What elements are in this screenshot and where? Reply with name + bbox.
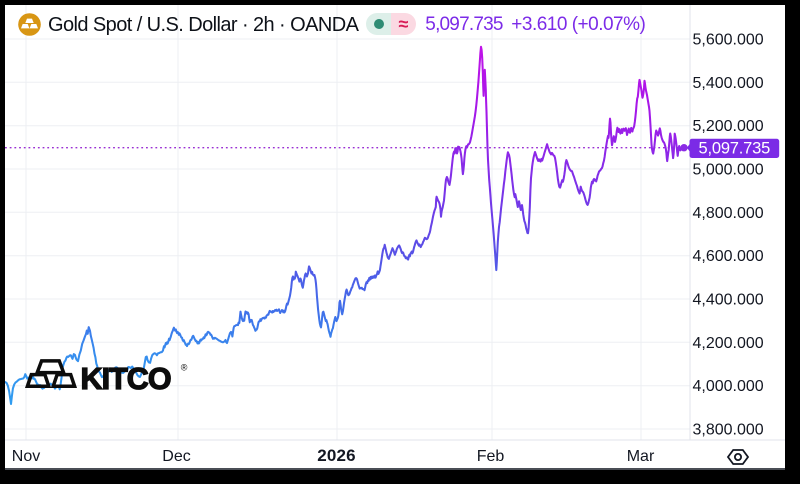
svg-text:3,800.000: 3,800.000 — [693, 422, 764, 439]
svg-text:Nov: Nov — [12, 448, 40, 465]
svg-text:Mar: Mar — [627, 448, 655, 465]
svg-text:®: ® — [181, 363, 188, 373]
svg-text:5,600.000: 5,600.000 — [693, 32, 764, 49]
svg-text:5,000.000: 5,000.000 — [693, 162, 764, 179]
svg-text:4,800.000: 4,800.000 — [693, 205, 764, 222]
svg-text:5,400.000: 5,400.000 — [693, 75, 764, 92]
svg-text:5,200.000: 5,200.000 — [693, 118, 764, 135]
svg-text:4,000.000: 4,000.000 — [693, 378, 764, 395]
svg-text:4,600.000: 4,600.000 — [693, 248, 764, 265]
svg-text:5,097.735: 5,097.735 — [698, 139, 770, 157]
svg-text:2026: 2026 — [317, 446, 356, 465]
svg-text:Feb: Feb — [477, 448, 505, 465]
svg-text:4,200.000: 4,200.000 — [693, 335, 764, 352]
svg-text:KITCO: KITCO — [81, 362, 171, 396]
svg-text:4,400.000: 4,400.000 — [693, 292, 764, 309]
svg-text:Dec: Dec — [162, 448, 190, 465]
